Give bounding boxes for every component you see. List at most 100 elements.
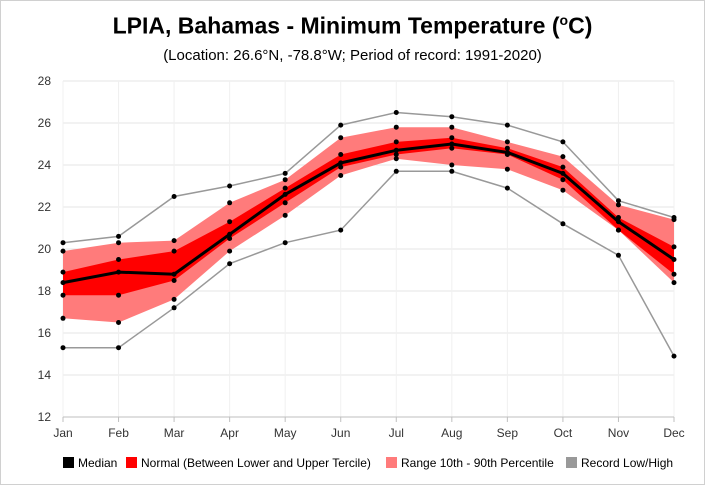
percentile-10-point: [282, 212, 288, 218]
record-low-line: [63, 170, 675, 357]
record-high-point: [449, 114, 455, 120]
lower-tercile-point: [560, 177, 566, 183]
record-low-point: [671, 353, 677, 359]
median-point: [282, 191, 288, 197]
record-low-point: [504, 185, 510, 191]
lower-tercile-point: [449, 145, 455, 151]
legend-swatch: [386, 457, 397, 468]
upper-tercile-point: [393, 139, 399, 145]
legend-label: Median: [78, 456, 117, 470]
percentile-10-point: [227, 248, 233, 254]
record-low-point: [560, 221, 566, 227]
median-point: [449, 141, 455, 147]
percentile-band: [63, 127, 674, 323]
percentile-90-point: [671, 217, 677, 223]
upper-tercile-point: [227, 219, 233, 225]
record-low-point: [393, 168, 399, 174]
y-tick-label: 12: [38, 410, 52, 424]
percentile-90-point: [615, 202, 621, 208]
chart-title: LPIA, Bahamas - Minimum Temperature (oC): [112, 12, 593, 39]
y-tick-label: 26: [38, 116, 52, 130]
legend-item: Range 10th - 90th Percentile: [386, 456, 554, 470]
percentile-10-point: [671, 280, 677, 286]
percentile-90-point: [116, 240, 122, 246]
legend-label: Normal (Between Lower and Upper Tercile): [141, 456, 371, 470]
record-high-point: [282, 170, 288, 176]
median-line: [62, 142, 675, 285]
lower-tercile-point: [60, 292, 66, 298]
median-point: [671, 257, 677, 262]
lower-tercile-point: [393, 152, 399, 157]
lower-tercile-point: [671, 271, 677, 277]
x-tick-label: Mar: [164, 426, 185, 440]
legend-item: Normal (Between Lower and Upper Tercile): [126, 456, 371, 470]
record-low-point: [116, 345, 122, 351]
median-point: [338, 160, 344, 166]
record-high-point: [560, 139, 566, 145]
median-point: [615, 219, 621, 225]
percentile-10-point: [60, 315, 66, 321]
median-point: [227, 231, 233, 237]
percentile-10-point: [560, 187, 566, 193]
x-tick-label: May: [274, 426, 297, 440]
legend-item: Record Low/High: [566, 456, 673, 470]
upper-tercile-point: [504, 145, 510, 151]
percentile-10-point: [171, 296, 177, 302]
percentile-90-point: [338, 135, 344, 141]
legend-item: Median: [63, 456, 117, 470]
y-tick-label: 18: [38, 284, 52, 298]
tercile-band: [63, 137, 674, 296]
x-tick-label: Apr: [220, 426, 239, 440]
lower-tercile-point: [116, 292, 122, 298]
y-tick-label: 16: [38, 326, 52, 340]
percentile-90-point: [60, 248, 66, 254]
upper-tercile-point: [60, 269, 66, 275]
x-tick-label: Jun: [331, 426, 350, 440]
percentile-10-point: [393, 156, 399, 162]
median-point: [116, 269, 122, 275]
upper-tercile-point: [615, 215, 621, 220]
chart-subtitle: (Location: 26.6°N, -78.8°W; Period of re…: [163, 47, 542, 64]
median-point: [60, 280, 66, 286]
x-tick-label: Feb: [108, 426, 129, 440]
median-point: [560, 170, 566, 176]
record-high-point: [116, 233, 122, 239]
percentile-90-point: [504, 139, 510, 145]
percentile-90-point: [171, 238, 177, 244]
y-tick-label: 24: [38, 158, 52, 172]
record-high-line: [62, 111, 675, 244]
median-point: [504, 149, 510, 155]
upper-tercile-point: [449, 135, 455, 141]
percentile-90-point: [449, 124, 455, 130]
legend-label: Record Low/High: [581, 456, 673, 470]
legend-swatch: [126, 457, 137, 468]
upper-tercile-point: [116, 257, 122, 262]
record-high-point: [615, 198, 621, 204]
record-high-point: [338, 122, 344, 128]
median-point: [393, 147, 399, 153]
y-tick-label: 22: [38, 200, 52, 214]
upper-tercile-point: [560, 164, 566, 170]
upper-tercile-point: [338, 152, 344, 157]
x-tick-label: Sep: [497, 426, 519, 440]
record-high-point: [393, 110, 399, 115]
record-high-point: [171, 194, 177, 199]
record-high-point: [60, 240, 66, 246]
percentile-90-point: [282, 177, 288, 183]
percentile-90-point: [227, 200, 233, 206]
y-tick-label: 28: [38, 74, 52, 88]
lower-tercile-point: [615, 227, 621, 233]
record-low-point: [171, 305, 177, 311]
percentile-90-point: [393, 124, 399, 130]
percentile-10-point: [449, 162, 455, 168]
record-low-point: [227, 261, 233, 267]
legend-swatch: [566, 457, 577, 468]
median-point: [171, 271, 177, 277]
record-low-point: [615, 252, 621, 258]
legend-label: Range 10th - 90th Percentile: [401, 456, 554, 470]
record-low-point: [449, 168, 455, 174]
legend-swatch: [63, 457, 74, 468]
record-low-point: [338, 227, 344, 233]
x-tick-label: Jul: [389, 426, 404, 440]
